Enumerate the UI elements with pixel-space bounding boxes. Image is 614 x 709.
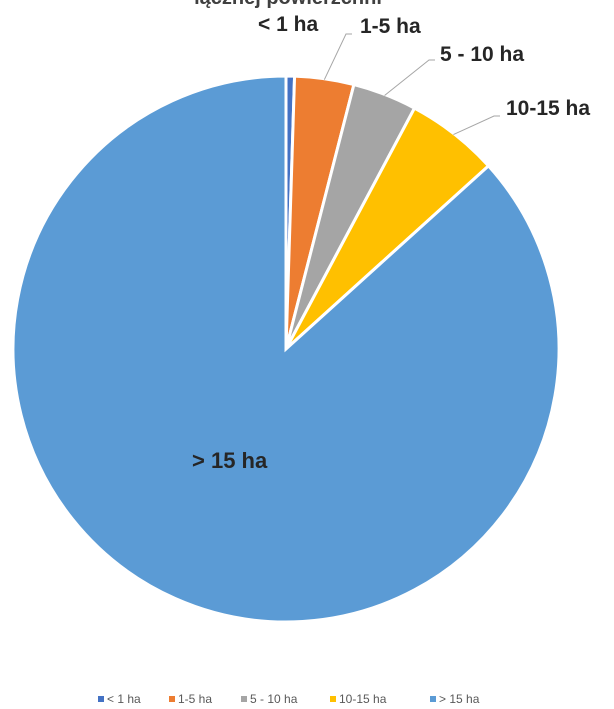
slice-label-1-5-ha: 1-5 ha bbox=[360, 15, 421, 38]
legend-swatch-lt-1-ha bbox=[98, 696, 104, 702]
pie-slices bbox=[11, 74, 561, 624]
legend-label-10-15-ha: 10-15 ha bbox=[339, 692, 387, 706]
legend-item-1-5-ha: 1-5 ha bbox=[169, 692, 212, 706]
legend-swatch-10-15-ha bbox=[330, 696, 336, 702]
slice-labels: < 1 ha 1-5 ha 5 - 10 ha 10-15 ha > 15 ha bbox=[192, 13, 590, 473]
slice-label-gt-15-ha: > 15 ha bbox=[192, 448, 268, 473]
legend-swatch-5-10-ha bbox=[241, 696, 247, 702]
legend-swatch-1-5-ha bbox=[169, 696, 175, 702]
legend-item-gt-15-ha: > 15 ha bbox=[430, 692, 480, 706]
slice-label-5-10-ha: 5 - 10 ha bbox=[440, 43, 524, 66]
legend: < 1 ha 1-5 ha 5 - 10 ha 10-15 ha > 15 ha bbox=[98, 692, 480, 706]
pie-slice-gt-15-ha bbox=[11, 74, 561, 624]
legend-item-lt-1-ha: < 1 ha bbox=[98, 692, 141, 706]
legend-item-5-10-ha: 5 - 10 ha bbox=[241, 692, 298, 706]
leader-line-10-15-ha bbox=[453, 115, 500, 136]
slice-label-lt-1-ha: < 1 ha bbox=[258, 13, 318, 36]
leader-line-5-10-ha bbox=[384, 59, 435, 96]
legend-label-5-10-ha: 5 - 10 ha bbox=[250, 692, 298, 706]
legend-item-10-15-ha: 10-15 ha bbox=[330, 692, 387, 706]
leader-lines bbox=[323, 33, 500, 136]
legend-label-gt-15-ha: > 15 ha bbox=[439, 692, 480, 706]
chart-title: łącznej powierzchni bbox=[194, 0, 382, 9]
legend-label-lt-1-ha: < 1 ha bbox=[107, 692, 141, 706]
leader-line-1-5-ha bbox=[323, 33, 352, 80]
legend-swatch-gt-15-ha bbox=[430, 696, 436, 702]
slice-label-10-15-ha: 10-15 ha bbox=[506, 97, 590, 120]
legend-label-1-5-ha: 1-5 ha bbox=[178, 692, 212, 706]
